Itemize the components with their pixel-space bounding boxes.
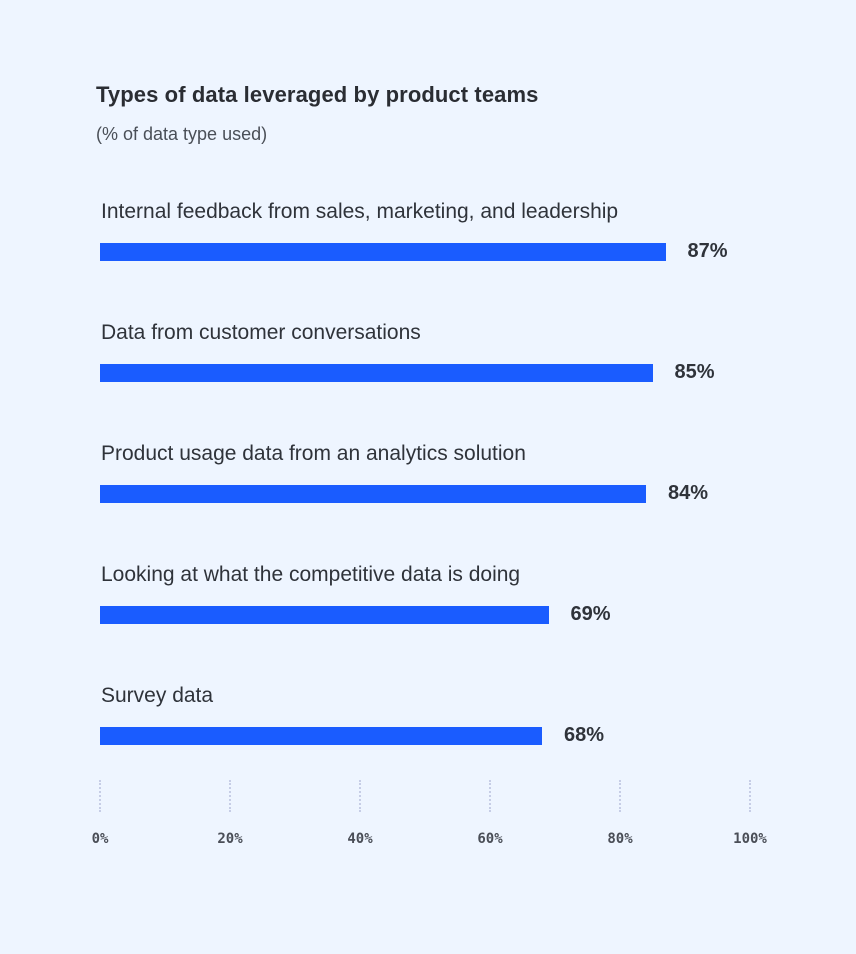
- bar-group: Data from customer conversations 85%: [100, 321, 800, 411]
- bar-value-label: 84%: [668, 482, 709, 504]
- grid-line: [359, 780, 361, 812]
- x-tick-label: 0%: [91, 831, 109, 847]
- bar-category-label: Survey data: [101, 684, 214, 707]
- x-tick-label: 40%: [347, 831, 373, 847]
- bar-group: Survey data 68%: [100, 684, 800, 774]
- grid-line: [229, 780, 231, 812]
- bar: [100, 606, 549, 624]
- bar-category-label: Data from customer conversations: [101, 321, 421, 344]
- grid-line: [749, 780, 751, 812]
- grid-line: [489, 780, 491, 812]
- bar: [100, 485, 646, 503]
- bar-category-label: Looking at what the competitive data is …: [101, 563, 521, 586]
- bar: [100, 364, 653, 382]
- bar-value-label: 85%: [674, 361, 715, 383]
- x-tick-label: 20%: [217, 831, 243, 847]
- chart-subtitle: (% of data type used): [96, 124, 268, 144]
- bar-group: Product usage data from an analytics sol…: [100, 442, 800, 532]
- bar-value-label: 68%: [564, 724, 605, 746]
- chart-title: Types of data leveraged by product teams: [96, 82, 539, 107]
- x-tick-label: 60%: [477, 831, 503, 847]
- bar-group: Looking at what the competitive data is …: [100, 563, 800, 653]
- bar-value-label: 87%: [687, 240, 728, 262]
- bar: [100, 243, 666, 261]
- x-tick-label: 80%: [607, 831, 633, 847]
- grid-line: [99, 780, 101, 812]
- bar: [100, 727, 542, 745]
- grid-line: [619, 780, 621, 812]
- bar-value-label: 69%: [570, 603, 611, 625]
- x-tick-label: 100%: [733, 831, 767, 847]
- bar-category-label: Internal feedback from sales, marketing,…: [101, 200, 619, 223]
- bar-category-label: Product usage data from an analytics sol…: [101, 442, 526, 465]
- bar-group: Internal feedback from sales, marketing,…: [100, 200, 800, 290]
